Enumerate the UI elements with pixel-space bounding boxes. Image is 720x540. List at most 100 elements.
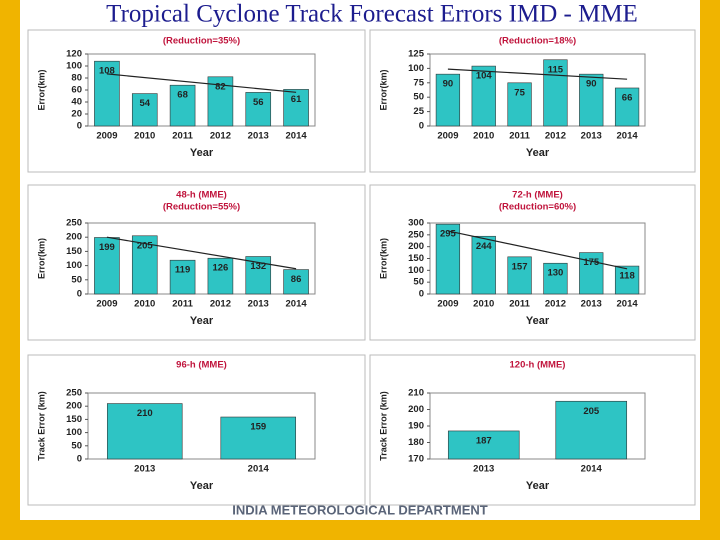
y-axis-label: Track Error (km) <box>378 391 388 461</box>
y-tick-label: 150 <box>408 253 424 264</box>
y-tick-label: 0 <box>77 289 82 300</box>
y-tick-label: 100 <box>66 260 82 271</box>
y-tick-label: 60 <box>71 85 82 96</box>
plot-area <box>87 53 316 127</box>
x-tick-label: 2012 <box>210 299 231 310</box>
y-tick-label: 75 <box>413 77 424 88</box>
value-label: 205 <box>583 406 600 417</box>
bar <box>207 257 234 295</box>
x-tick-label: 2010 <box>134 299 155 310</box>
x-tick-label: 2009 <box>437 131 458 142</box>
y-axis-label: Error(km) <box>378 69 388 110</box>
x-tick-label: 2013 <box>581 131 602 142</box>
trend-line <box>106 236 297 270</box>
value-label: 75 <box>514 87 525 98</box>
y-tick-label: 0 <box>419 289 424 300</box>
y-tick-label: 0 <box>77 121 82 132</box>
y-tick-label: 100 <box>408 63 424 74</box>
x-tick-label: 2014 <box>581 464 603 475</box>
x-tick-label: 2014 <box>286 299 308 310</box>
x-tick-label: 2014 <box>617 131 639 142</box>
y-tick-label: 200 <box>408 241 424 252</box>
footer: INDIA METEOROLOGICAL DEPARTMENT <box>232 502 487 517</box>
bar <box>614 265 640 295</box>
bar <box>169 259 196 295</box>
value-label: 159 <box>250 422 266 433</box>
x-tick-label: 2009 <box>96 131 117 142</box>
value-label: 126 <box>212 263 228 274</box>
chart-title: 96-h (MME) <box>176 360 227 371</box>
y-tick-label: 50 <box>413 277 424 288</box>
y-tick-label: 250 <box>66 388 82 399</box>
bar <box>283 269 309 295</box>
bar <box>94 237 120 295</box>
x-tick-label: 2010 <box>473 131 494 142</box>
y-tick-label: 200 <box>408 404 424 415</box>
bar <box>106 403 183 460</box>
value-label: 132 <box>250 261 266 272</box>
y-tick-label: 125 <box>408 49 425 60</box>
x-axis-label: Year <box>190 480 214 492</box>
x-tick-label: 2010 <box>134 131 155 142</box>
x-tick-label: 2013 <box>134 464 155 475</box>
x-axis-label: Year <box>526 147 550 159</box>
y-tick-label: 25 <box>413 106 424 117</box>
y-axis-label: Error(km) <box>36 238 46 279</box>
value-label: 104 <box>476 71 493 82</box>
bar <box>131 93 158 127</box>
chart-subtitle: (Reduction=60%) <box>499 202 576 213</box>
value-label: 295 <box>440 229 457 240</box>
x-tick-label: 2014 <box>248 464 270 475</box>
x-tick-label: 2011 <box>509 131 530 142</box>
y-tick-label: 100 <box>66 61 82 72</box>
x-tick-label: 2013 <box>581 299 602 310</box>
bar <box>435 223 461 295</box>
bar <box>507 82 532 127</box>
x-tick-label: 2013 <box>248 299 269 310</box>
bar <box>543 59 568 127</box>
bar <box>169 84 196 127</box>
y-tick-label: 250 <box>408 229 424 240</box>
value-label: 210 <box>137 408 153 419</box>
chart-subtitle: (Reduction=35%) <box>163 36 240 47</box>
bar <box>447 430 520 460</box>
x-tick-label: 2011 <box>172 299 193 310</box>
y-tick-label: 50 <box>71 274 82 285</box>
value-label: 66 <box>622 92 633 103</box>
chart-subtitle: (Reduction=55%) <box>163 202 240 213</box>
y-tick-label: 200 <box>66 401 82 412</box>
value-label: 118 <box>619 271 634 282</box>
value-label: 157 <box>512 261 528 272</box>
x-tick-label: 2010 <box>473 299 494 310</box>
y-tick-label: 150 <box>66 246 82 257</box>
x-axis-label: Year <box>526 480 550 492</box>
y-tick-label: 190 <box>408 421 424 432</box>
y-axis-label: Track Error (km) <box>36 391 46 461</box>
slide-title: Tropical Cyclone Track Forecast Errors I… <box>106 1 638 28</box>
x-tick-label: 2012 <box>545 131 566 142</box>
bar <box>507 256 532 295</box>
chart-title: 120-h (MME) <box>510 360 566 371</box>
x-tick-label: 2014 <box>617 299 639 310</box>
y-tick-label: 170 <box>408 454 424 465</box>
chart-title: 72-h (MME) <box>512 190 563 201</box>
value-label: 175 <box>583 257 600 268</box>
value-label: 90 <box>443 79 454 90</box>
y-tick-label: 20 <box>71 109 82 120</box>
y-tick-label: 200 <box>66 232 82 243</box>
y-tick-label: 40 <box>71 97 82 108</box>
bar <box>94 60 120 127</box>
y-tick-label: 150 <box>66 414 82 425</box>
value-label: 130 <box>547 268 563 279</box>
x-tick-label: 2009 <box>96 299 117 310</box>
y-axis-label: Error(km) <box>378 238 388 279</box>
y-tick-label: 0 <box>77 454 82 465</box>
bar <box>245 92 272 127</box>
trend-line <box>106 73 297 93</box>
value-label: 61 <box>291 94 302 105</box>
bar <box>579 73 604 127</box>
value-label: 115 <box>548 64 564 75</box>
bar <box>614 87 640 127</box>
